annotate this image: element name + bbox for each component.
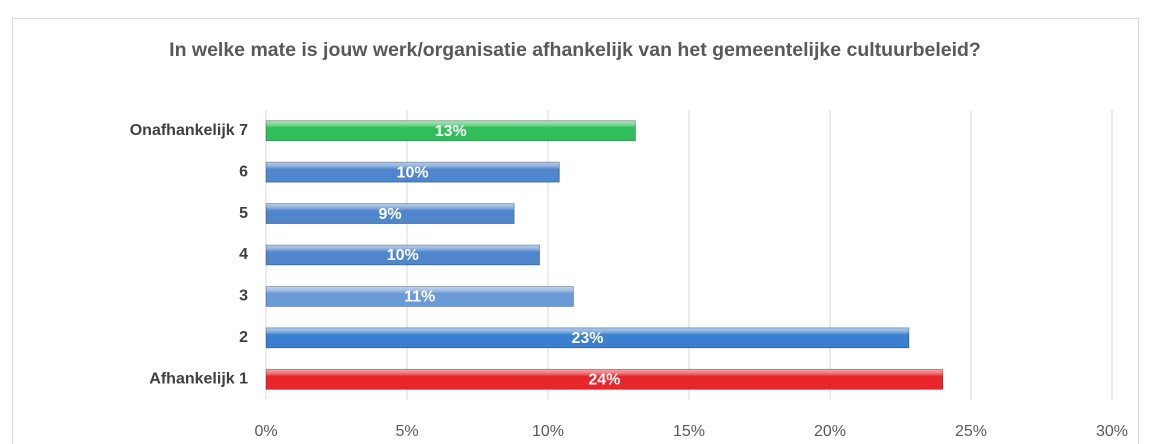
data-label: 10% <box>397 164 429 181</box>
x-tick-label: 20% <box>814 423 846 440</box>
bar <box>265 161 560 183</box>
category-label: 4 <box>239 246 248 263</box>
x-tick-label: 5% <box>395 423 418 440</box>
bar <box>265 203 515 224</box>
category-label: Onafhankelijk 7 <box>130 122 248 139</box>
bar <box>265 120 636 142</box>
data-label: 23% <box>571 330 603 347</box>
data-label: 11% <box>404 289 435 306</box>
x-tick-label: 0% <box>254 423 277 440</box>
bar <box>265 368 944 390</box>
category-label: 2 <box>239 329 248 346</box>
data-label: 24% <box>588 372 620 389</box>
bar <box>265 244 540 266</box>
x-tick-label: 30% <box>1096 423 1128 440</box>
category-label: 5 <box>239 205 248 222</box>
data-label: 9% <box>379 206 402 223</box>
category-label: 3 <box>239 288 248 305</box>
x-tick-label: 15% <box>673 423 705 440</box>
chart-frame <box>12 18 1139 444</box>
bar <box>265 327 910 349</box>
bar <box>265 286 574 307</box>
category-label: 6 <box>239 163 248 180</box>
x-tick-label: 10% <box>532 423 564 440</box>
data-label: 13% <box>435 123 467 140</box>
data-label: 10% <box>387 247 419 264</box>
x-tick-label: 25% <box>955 423 987 440</box>
category-label: Afhankelijk 1 <box>149 371 248 388</box>
chart-title: In welke mate is jouw werk/organisatie a… <box>169 39 981 61</box>
